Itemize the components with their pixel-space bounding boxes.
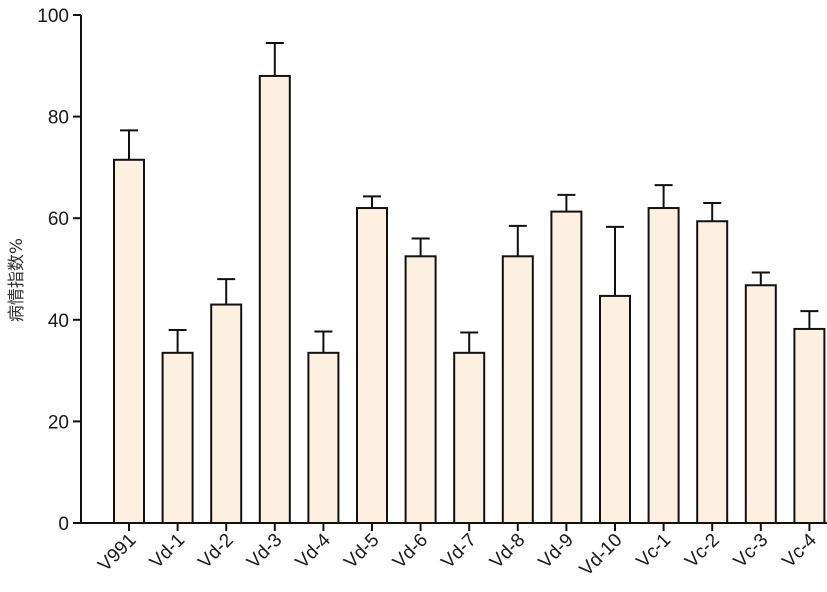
category-label: Vd-3 — [243, 530, 286, 573]
bar — [258, 74, 291, 525]
category-label: Vd-7 — [438, 530, 481, 573]
error-bars — [120, 41, 819, 353]
y-tick-label: 0 — [58, 514, 69, 535]
bar — [453, 351, 486, 524]
bar — [210, 303, 243, 524]
bar — [404, 255, 437, 524]
category-label: Vc-3 — [730, 530, 772, 572]
y-tick-label: 60 — [48, 209, 69, 230]
bar — [599, 294, 631, 525]
category-label: Vc-4 — [778, 529, 821, 572]
y-tick-label: 20 — [48, 412, 69, 433]
category-label: Vd-2 — [195, 530, 238, 573]
category-label: Vd-5 — [340, 530, 383, 573]
bar — [744, 284, 777, 525]
bar — [161, 351, 194, 524]
category-label: Vd-4 — [292, 529, 336, 573]
category-label: Vc-1 — [633, 530, 675, 572]
bar — [647, 207, 680, 524]
category-label: Vd-6 — [389, 530, 432, 573]
bar — [307, 351, 340, 524]
y-tick-label: 80 — [48, 108, 69, 129]
category-label: Vd-8 — [486, 530, 529, 573]
bar — [696, 220, 729, 525]
bar — [501, 255, 534, 524]
category-label: V991 — [94, 530, 140, 576]
y-tick-label: 40 — [48, 311, 69, 332]
bars — [113, 74, 826, 525]
bar — [356, 207, 388, 524]
y-tick-label: 100 — [37, 6, 69, 27]
category-label: Vd-1 — [146, 530, 189, 573]
category-label: Vd-9 — [535, 530, 578, 573]
category-label: Vc-2 — [681, 530, 723, 572]
category-label: Vd-10 — [576, 530, 627, 581]
bar — [793, 327, 826, 524]
y-axis-label: 病情指数% — [7, 238, 27, 322]
bar — [550, 210, 583, 524]
bar — [113, 158, 145, 524]
